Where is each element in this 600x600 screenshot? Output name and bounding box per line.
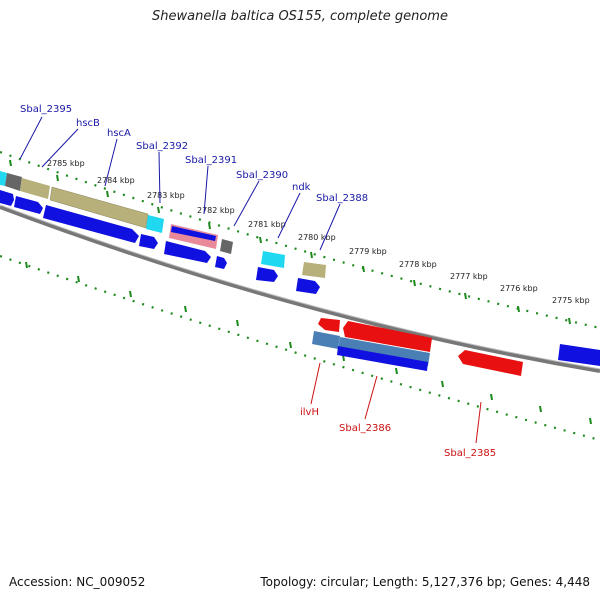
genome-backbone	[0, 205, 600, 373]
tick-label-2784: 2784 kbp	[97, 176, 135, 185]
tick-label-2780: 2780 kbp	[298, 233, 336, 242]
label-leaders	[19, 116, 341, 251]
tick-label-2779: 2779 kbp	[349, 247, 387, 256]
gene-label-sbal-2385: Sbal_2385	[444, 448, 496, 459]
genome-summary-text: Topology: circular; Length: 5,127,376 bp…	[260, 575, 590, 589]
tick-label-2781: 2781 kbp	[248, 220, 286, 229]
map-title: Shewanella baltica OS155, complete genom…	[152, 9, 448, 24]
reverse-features	[312, 318, 600, 376]
major-ticks-upper	[9, 159, 571, 325]
gene-label-sbal-2386: Sbal_2386	[339, 423, 391, 434]
tick-label-2776: 2776 kbp	[500, 284, 538, 293]
gene-label-ndk: ndk	[292, 182, 311, 193]
tick-label-2775: 2775 kbp	[552, 296, 590, 305]
accession-text: Accession: NC_009052	[9, 575, 146, 589]
tick-label-2778: 2778 kbp	[399, 260, 437, 269]
gene-label-ilvh: ilvH	[300, 407, 319, 418]
gene-label-sbal-2390: Sbal_2390	[236, 170, 288, 181]
major-ticks-lower	[25, 261, 592, 425]
gene-label-sbal-2395: Sbal_2395	[20, 104, 72, 115]
tick-label-2785: 2785 kbp	[47, 159, 85, 168]
gene-label-hscb: hscB	[76, 118, 100, 129]
gene-label-sbal-2388: Sbal_2388	[316, 193, 368, 204]
gene-label-sbal-2391: Sbal_2391	[185, 155, 237, 166]
gene-label-sbal-2392: Sbal_2392	[136, 141, 188, 152]
forward-features-row2	[0, 190, 320, 294]
tick-label-2777: 2777 kbp	[450, 272, 488, 281]
gene-label-hsca: hscA	[107, 128, 131, 139]
tick-label-2783: 2783 kbp	[147, 191, 185, 200]
label-leaders-reverse	[310, 362, 482, 444]
tick-label-2782: 2782 kbp	[197, 206, 235, 215]
tick-labels: 2785 kbp 2784 kbp 2783 kbp 2782 kbp 2781…	[47, 159, 590, 305]
